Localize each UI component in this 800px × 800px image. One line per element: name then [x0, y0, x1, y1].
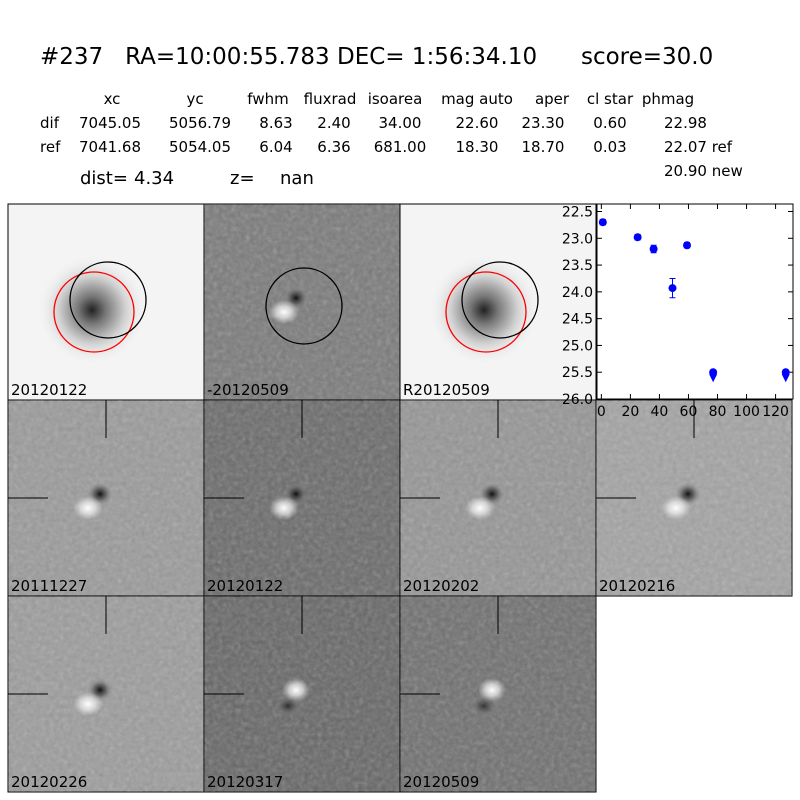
title: #237 RA=10:00:55.783 DEC= 1:56:34.10 sco… — [40, 44, 713, 70]
y-tick-label: 23.0 — [562, 231, 593, 247]
x-tick-label: 80 — [709, 404, 727, 420]
cell: 8.63 — [259, 114, 292, 132]
stamp-label: 20120216 — [599, 577, 675, 595]
x-tick-label: 100 — [733, 404, 760, 420]
source — [269, 496, 299, 520]
cell: 7045.05 — [79, 114, 141, 132]
stamp-label: R20120509 — [403, 381, 490, 399]
stamp: 20120226 — [7, 595, 205, 793]
source — [274, 695, 302, 717]
y-tick-label: 23.5 — [562, 258, 593, 274]
source — [465, 496, 495, 520]
plot-area — [596, 203, 794, 400]
aperture — [445, 271, 527, 353]
y-tick-label: 26.0 — [562, 392, 593, 408]
stamp: 20111227 — [7, 399, 205, 597]
cell: 5054.05 — [169, 138, 231, 156]
dist-label: dist= — [80, 168, 128, 189]
y-tick-label: 24.5 — [562, 312, 593, 328]
y-tick-label: 22.5 — [562, 205, 593, 221]
cell: 0.03 — [593, 138, 626, 156]
cell: 0.60 — [593, 114, 626, 132]
y-tick-label: 24.0 — [562, 285, 593, 301]
stamp: 20120122 — [7, 203, 205, 401]
column-header: isoarea — [368, 90, 423, 108]
source — [73, 496, 103, 520]
source — [73, 692, 103, 716]
column-header: mag auto — [441, 90, 513, 108]
stamp-label: 20120122 — [11, 381, 87, 399]
cell: 6.36 — [317, 138, 350, 156]
row-label: ref — [40, 138, 61, 156]
source — [661, 496, 691, 520]
stamp: 20120202 — [399, 399, 597, 597]
cell: 23.30 — [522, 114, 565, 132]
source — [37, 255, 147, 365]
stamp: 20120216 — [595, 399, 793, 597]
upper-limit — [781, 374, 790, 383]
stamp-label: 20111227 — [11, 577, 87, 595]
stamp-label: 20120317 — [207, 773, 283, 791]
aperture — [69, 261, 147, 339]
x-tick-label: 0 — [597, 404, 606, 420]
stamp: R20120509 — [399, 203, 597, 401]
point — [709, 368, 718, 377]
x-tick-label: 40 — [651, 404, 669, 420]
aperture — [461, 261, 539, 339]
x-tick-label: 60 — [680, 404, 698, 420]
point — [683, 241, 692, 250]
cell: 7041.68 — [79, 138, 141, 156]
stamp-label: 20120202 — [403, 577, 479, 595]
stamp: 20120122 — [203, 399, 401, 597]
stamp: 20120509 — [399, 595, 597, 793]
stamp-label: 20120509 — [403, 773, 479, 791]
z-value: nan — [280, 168, 314, 189]
source — [429, 255, 539, 365]
column-header: fwhm — [247, 90, 288, 108]
cell: 6.04 — [259, 138, 292, 156]
stamp-label: 20120226 — [11, 773, 87, 791]
info-table: xc yc fwhm fluxrad isoarea mag auto aper cl sta… — [40, 90, 743, 180]
x-tick-label: 120 — [762, 404, 789, 420]
point — [633, 233, 642, 242]
light-curve: 22.5 23.0 23.5 24.0 24.5 25.0 25.5 26.00 20 40 60 8… — [562, 203, 794, 420]
cell: 18.30 — [456, 138, 499, 156]
point — [668, 284, 677, 293]
aperture — [265, 267, 343, 345]
cell: 22.07 ref — [664, 138, 733, 156]
stamp: -20120509 — [203, 203, 401, 401]
point — [649, 245, 658, 253]
aperture — [53, 271, 135, 353]
cell: 5056.79 — [169, 114, 231, 132]
z-label: z= — [230, 168, 255, 189]
cell: 2.40 — [317, 114, 350, 132]
dist-value: 4.34 — [134, 168, 174, 189]
column-header: phmag — [642, 90, 694, 108]
stamp-label: -20120509 — [207, 381, 289, 399]
cell: 18.70 — [522, 138, 565, 156]
y-tick-label: 25.5 — [562, 365, 593, 381]
point — [598, 218, 607, 227]
column-header: fluxrad — [304, 90, 357, 108]
column-header: xc — [104, 90, 121, 108]
cell: 34.00 — [379, 114, 422, 132]
upper-limit — [709, 374, 718, 383]
source — [269, 300, 299, 324]
stamp-label: 20120122 — [207, 577, 283, 595]
stamp: 20120317 — [203, 595, 401, 793]
cell: 22.60 — [456, 114, 499, 132]
source — [470, 695, 498, 717]
y-tick-label: 25.0 — [562, 338, 593, 354]
cell: 20.90 new — [664, 162, 743, 180]
cell: 681.00 — [374, 138, 427, 156]
row-label: dif — [40, 114, 60, 132]
x-tick-label: 20 — [621, 404, 639, 420]
column-header: aper — [535, 90, 570, 108]
column-header: cl star — [587, 90, 634, 108]
column-header: yc — [186, 90, 203, 108]
point — [781, 368, 790, 377]
cell: 22.98 — [664, 114, 707, 132]
